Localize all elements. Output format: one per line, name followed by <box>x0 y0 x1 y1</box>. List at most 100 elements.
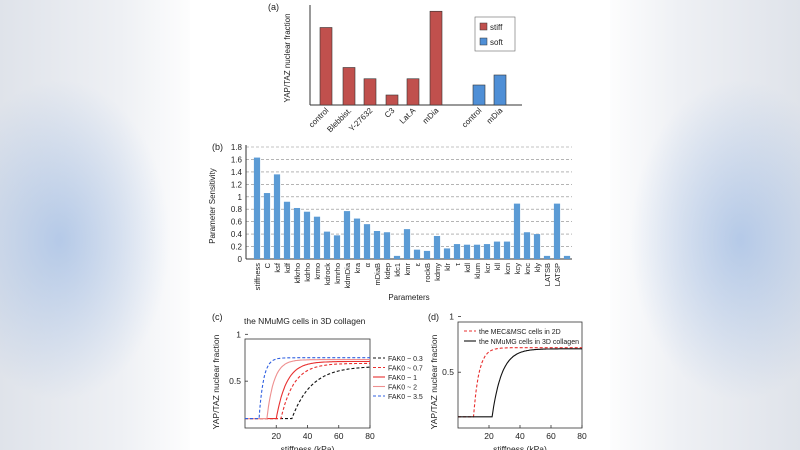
b-ytick-0: 0 <box>238 255 243 264</box>
b-bar-11 <box>353 218 361 259</box>
d-ytick-2: 1 <box>449 311 454 321</box>
b-bar-14 <box>383 232 391 259</box>
d-y-label: YAP/TAZ nuclear fraction <box>429 334 439 429</box>
b-tick-label-7: krmo <box>313 263 322 280</box>
b-tick-label-28: knc <box>523 263 532 275</box>
b-bar-1 <box>253 157 261 259</box>
b-bar-6 <box>303 211 311 259</box>
b-bar-18 <box>423 250 431 259</box>
b-bar-29 <box>533 234 541 259</box>
b-bar-17 <box>413 249 421 259</box>
b-ytick-3: 0.6 <box>231 218 243 227</box>
c-x-label: stiffness (kPa) <box>281 444 335 450</box>
a-tick-label-7: control <box>460 106 484 130</box>
a-legend-label-soft: soft <box>490 38 504 47</box>
c-series-line-1 <box>245 366 371 420</box>
b-tick-label-19: kdmy <box>433 263 442 281</box>
b-bar-21 <box>453 244 461 259</box>
b-bar-10 <box>343 211 351 259</box>
b-tick-label-22: kdl <box>463 263 472 273</box>
c-series-line-2 <box>245 362 370 420</box>
b-tick-label-15: kfc1 <box>393 263 402 277</box>
b-bar-32 <box>563 255 571 259</box>
b-ytick-4: 0.8 <box>231 205 243 214</box>
d-legend-label-2: the NMuMG cells in 3D collagen <box>479 339 579 346</box>
c-series-line-4 <box>245 359 370 420</box>
c-xtick-3: 60 <box>334 431 344 441</box>
c-xtick-2: 40 <box>303 431 313 441</box>
b-tick-label-23: klum <box>473 263 482 279</box>
d-series-line-1 <box>458 347 582 418</box>
c-legend-label-2: FAK0 ~ 0.7 <box>388 366 423 373</box>
b-ytick-8: 1.6 <box>231 155 243 164</box>
c-legend-label-5: FAK0 ~ 3.5 <box>388 394 423 401</box>
panel-label-a: (a) <box>268 2 279 12</box>
b-bar-5 <box>293 207 301 259</box>
b-bar-20 <box>443 248 451 259</box>
b-tick-label-18: rockB <box>423 263 432 282</box>
b-bar-2 <box>263 193 271 259</box>
b-ytick-7: 1.4 <box>231 168 243 177</box>
a-tick-label-6: mDia <box>421 106 441 126</box>
c-plot-frame <box>244 338 371 429</box>
b-tick-label-16: kmr <box>403 263 412 276</box>
a-bar-4 <box>385 94 399 106</box>
b-bar-24 <box>483 244 491 259</box>
b-x-label: Parameters <box>388 293 429 302</box>
a-bar-3 <box>363 78 377 106</box>
b-tick-label-6: kdrho <box>303 263 312 282</box>
a-legend-box <box>474 16 516 52</box>
b-bar-26 <box>503 241 511 259</box>
b-tick-label-17: ε <box>413 262 422 266</box>
b-bar-30 <box>543 255 551 259</box>
b-bar-9 <box>333 235 341 259</box>
b-bar-23 <box>473 244 481 259</box>
a-legend-swatch-soft <box>479 37 488 46</box>
b-tick-label-1: stiffness <box>253 263 262 291</box>
d-legend-label-1: the MEC&MSC cells in 2D <box>479 329 561 336</box>
b-tick-label-2: C <box>263 262 272 268</box>
b-bar-15 <box>393 255 401 259</box>
b-bar-16 <box>403 229 411 259</box>
b-tick-label-26: kcn <box>503 263 512 275</box>
a-bar-1 <box>319 27 333 106</box>
c-legend-label-1: FAK0 ~ 0.3 <box>388 356 423 363</box>
a-bar-8 <box>493 74 507 106</box>
b-tick-label-27: kcy <box>513 263 522 275</box>
b-tick-label-9: kmrho <box>333 263 342 284</box>
b-ytick-1: 0.2 <box>231 243 243 252</box>
b-tick-label-20: klr <box>443 263 452 271</box>
b-tick-label-25: kll <box>493 263 502 270</box>
b-bar-3 <box>273 174 281 259</box>
c-legend-label-3: FAK0 ~ 1 <box>388 375 417 382</box>
d-xtick-4: 80 <box>577 431 587 441</box>
b-tick-label-29: kly <box>533 263 542 272</box>
c-y-label: YAP/TAZ nuclear fraction <box>211 334 221 429</box>
b-bar-13 <box>373 231 381 259</box>
b-tick-label-21: τ <box>453 263 462 266</box>
c-title: the NMuMG cells in 3D collagen <box>244 316 366 326</box>
b-ytick-5: 1 <box>238 193 243 202</box>
d-ytick-1: 0.5 <box>442 367 454 377</box>
b-tick-label-4: kdf <box>283 262 292 273</box>
b-tick-label-11: kra <box>353 262 362 273</box>
b-bar-27 <box>513 203 521 259</box>
a-tick-label-3: Y-27632 <box>347 106 375 134</box>
b-tick-label-31: LATSP <box>553 263 562 286</box>
c-ytick-1: 0.5 <box>229 376 241 386</box>
b-bar-8 <box>323 231 331 259</box>
b-ytick-6: 1.2 <box>231 180 243 189</box>
a-legend-label-stiff: stiff <box>490 23 503 32</box>
a-y-label: YAP/TAZ nuclear fraction <box>283 13 292 102</box>
c-legend-label-4: FAK0 ~ 2 <box>388 385 417 392</box>
c-xtick-4: 80 <box>365 431 375 441</box>
d-series-line-2 <box>458 348 582 418</box>
b-ytick-2: 0.4 <box>231 230 243 239</box>
b-y-label: Parameter Sensitivity <box>208 168 217 244</box>
a-bar-7 <box>472 84 486 106</box>
c-series-line-5 <box>245 357 370 420</box>
b-tick-label-12: α <box>363 262 372 267</box>
a-bar-2 <box>342 67 356 106</box>
